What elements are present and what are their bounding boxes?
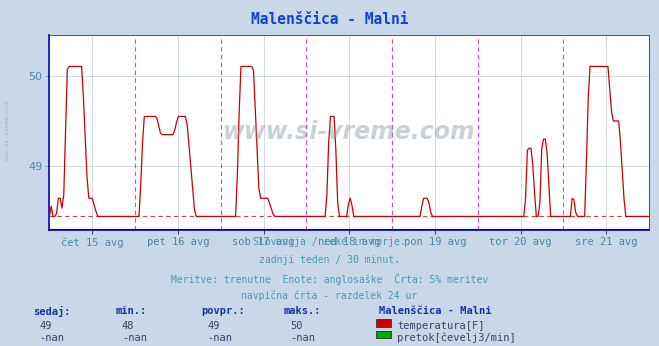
Text: 50: 50 — [290, 321, 302, 331]
Text: Meritve: trenutne  Enote: anglosaške  Črta: 5% meritev: Meritve: trenutne Enote: anglosaške Črta… — [171, 273, 488, 285]
Text: Slovenija / reke in morje.: Slovenija / reke in morje. — [253, 237, 406, 247]
Text: Malenščica - Malni: Malenščica - Malni — [379, 306, 492, 316]
Text: 49: 49 — [208, 321, 220, 331]
Text: www.si-vreme.com: www.si-vreme.com — [223, 120, 476, 144]
Text: navpična črta - razdelek 24 ur: navpična črta - razdelek 24 ur — [241, 291, 418, 301]
Text: zadnji teden / 30 minut.: zadnji teden / 30 minut. — [259, 255, 400, 265]
Text: www.si-vreme.com: www.si-vreme.com — [5, 101, 11, 162]
Text: temperatura[F]: temperatura[F] — [397, 321, 485, 331]
Text: 49: 49 — [40, 321, 52, 331]
Text: -nan: -nan — [122, 333, 147, 343]
Text: maks.:: maks.: — [283, 306, 321, 316]
Text: -nan: -nan — [290, 333, 315, 343]
Text: -nan: -nan — [208, 333, 233, 343]
Text: sedaj:: sedaj: — [33, 306, 71, 317]
Text: povpr.:: povpr.: — [201, 306, 244, 316]
Text: pretok[čevelj3/min]: pretok[čevelj3/min] — [397, 333, 516, 343]
Text: Malenščica - Malni: Malenščica - Malni — [251, 12, 408, 27]
Text: 48: 48 — [122, 321, 134, 331]
Text: -nan: -nan — [40, 333, 65, 343]
Text: min.:: min.: — [115, 306, 146, 316]
